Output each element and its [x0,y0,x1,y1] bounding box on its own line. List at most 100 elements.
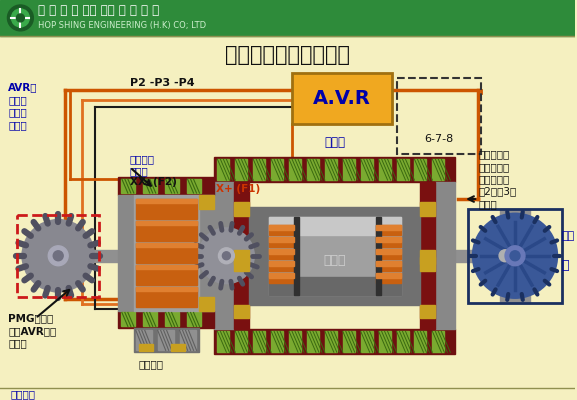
Bar [215,182,234,330]
Bar [294,217,299,294]
Bar [253,159,265,180]
Bar [376,273,400,283]
Bar [379,332,391,352]
Bar [134,195,198,310]
Bar [396,78,481,154]
Bar [136,287,197,290]
Bar [269,249,294,259]
Bar [421,250,436,264]
Bar [325,332,337,352]
Bar [379,159,391,180]
Bar [436,182,455,330]
Bar [186,312,201,326]
Bar [361,332,373,352]
Bar [269,261,294,266]
Circle shape [12,9,29,27]
Bar [136,243,197,263]
Bar [269,249,294,254]
Bar [215,330,455,354]
Bar [432,332,444,352]
Circle shape [198,228,254,284]
Bar [136,199,197,203]
Bar [269,225,294,235]
Bar [136,287,197,306]
Text: X+ (F1): X+ (F1) [216,184,261,194]
Bar [73,250,163,262]
Bar [269,273,294,283]
Bar [118,195,134,310]
Bar [143,312,157,326]
Bar [136,221,197,225]
Bar [198,195,215,310]
Bar [396,332,409,352]
Bar [136,243,197,247]
Bar [118,177,215,195]
Bar [136,199,197,219]
Bar [307,332,319,352]
Bar [215,157,455,182]
Bar [253,332,265,352]
Bar [269,273,294,278]
Bar [158,330,174,350]
Text: 主定子: 主定子 [324,136,346,149]
Bar [271,332,283,352]
Bar [1,0,575,36]
Bar [249,207,421,304]
Circle shape [510,251,520,261]
Bar [179,330,196,350]
Bar [421,257,436,271]
Bar [269,277,400,294]
Bar [376,273,400,278]
Bar [455,250,555,262]
Bar [235,332,248,352]
Bar [307,159,319,180]
Bar [234,257,249,271]
Bar [343,159,355,180]
Circle shape [53,251,63,261]
Bar [269,217,400,235]
Bar [468,209,562,302]
Bar [186,179,201,193]
Bar [325,159,337,180]
Bar [171,344,185,351]
Text: 从主定子来
的交流电源
和传感信号
（2相或3相
感应）: 从主定子来 的交流电源 和传感信号 （2相或3相 感应） [478,149,516,209]
Bar [432,159,444,180]
Bar [136,265,197,285]
Text: 轴: 轴 [562,259,569,272]
Bar [376,249,400,259]
Text: 发电机基本结构和电路: 发电机基本结构和电路 [224,45,350,65]
Bar [414,332,426,352]
Bar [269,225,294,230]
Bar [500,209,530,302]
Bar [17,215,99,296]
Bar [234,250,249,264]
Bar [235,159,248,180]
Text: 合 成 工 程 （香 港） 有 限 公 司: 合 成 工 程 （香 港） 有 限 公 司 [38,4,159,18]
Text: P2 -P3 -P4: P2 -P3 -P4 [130,78,194,88]
Bar [376,237,400,242]
Bar [376,249,400,254]
Bar [218,332,230,352]
Bar [139,344,153,351]
Bar [269,217,400,294]
Text: 6-7-8: 6-7-8 [424,134,454,144]
Circle shape [473,214,557,298]
Text: 内部培训: 内部培训 [10,389,35,399]
Text: 主转子: 主转子 [324,254,346,267]
Bar [376,217,381,294]
Bar [118,310,215,328]
Circle shape [219,248,234,264]
Bar [376,225,400,235]
Text: 轴承: 轴承 [562,231,575,241]
Bar [234,182,249,330]
Bar [396,159,409,180]
Bar [376,261,400,266]
Bar [289,332,301,352]
Text: AVR输
出直流
电给励
磁定子: AVR输 出直流 电给励 磁定子 [9,83,38,130]
Bar [269,237,294,242]
Bar [289,159,301,180]
Bar [343,332,355,352]
Bar [136,330,152,350]
Bar [271,159,283,180]
Bar [376,261,400,271]
